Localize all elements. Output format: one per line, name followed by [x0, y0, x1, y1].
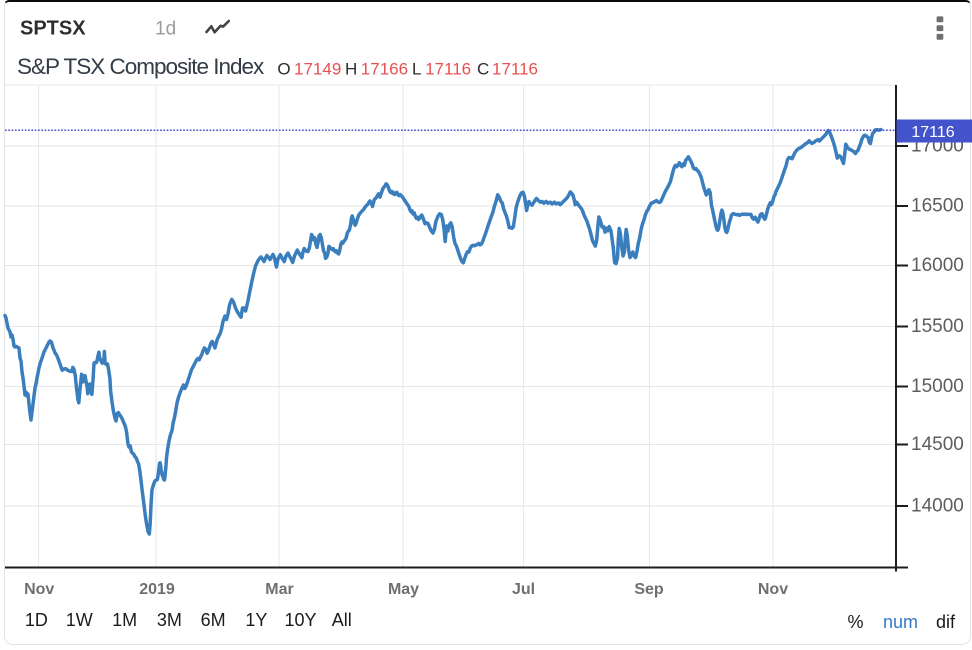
svg-text:Mar: Mar [265, 581, 293, 598]
svg-text:1d: 1d [155, 19, 176, 40]
svg-text:1W: 1W [66, 610, 93, 630]
svg-text:14000: 14000 [911, 496, 964, 517]
svg-text:Jul: Jul [512, 581, 535, 598]
svg-text:1M: 1M [112, 610, 137, 630]
svg-text:Nov: Nov [24, 581, 54, 598]
svg-text:17116: 17116 [492, 59, 538, 78]
svg-text:L: L [412, 59, 421, 78]
svg-text:1Y: 1Y [245, 610, 267, 630]
svg-text:17116: 17116 [425, 59, 471, 78]
svg-text:Nov: Nov [758, 581, 788, 598]
svg-text:14500: 14500 [911, 434, 964, 455]
svg-text:17116: 17116 [911, 124, 954, 141]
svg-text:3M: 3M [157, 610, 182, 630]
svg-text:dif: dif [936, 612, 956, 632]
svg-text:O: O [277, 59, 290, 78]
svg-text:17166: 17166 [361, 59, 408, 78]
svg-text:May: May [388, 581, 419, 598]
svg-text:%: % [848, 612, 864, 632]
svg-text:S&P TSX Composite Index: S&P TSX Composite Index [17, 54, 265, 79]
svg-text:15000: 15000 [911, 376, 964, 397]
svg-text:2019: 2019 [139, 581, 175, 598]
svg-text:16500: 16500 [911, 196, 964, 217]
svg-text:All: All [332, 610, 352, 630]
svg-text:C: C [477, 59, 489, 78]
svg-text:15500: 15500 [911, 316, 964, 337]
svg-text:1D: 1D [25, 610, 48, 630]
svg-text:Sep: Sep [634, 581, 664, 598]
svg-text:16000: 16000 [911, 255, 964, 276]
svg-text:num: num [883, 612, 918, 632]
svg-text:SPTSX: SPTSX [20, 18, 86, 40]
svg-text:10Y: 10Y [285, 610, 317, 630]
svg-text:17149: 17149 [294, 59, 341, 78]
svg-text:6M: 6M [201, 610, 226, 630]
svg-text:H: H [345, 59, 357, 78]
